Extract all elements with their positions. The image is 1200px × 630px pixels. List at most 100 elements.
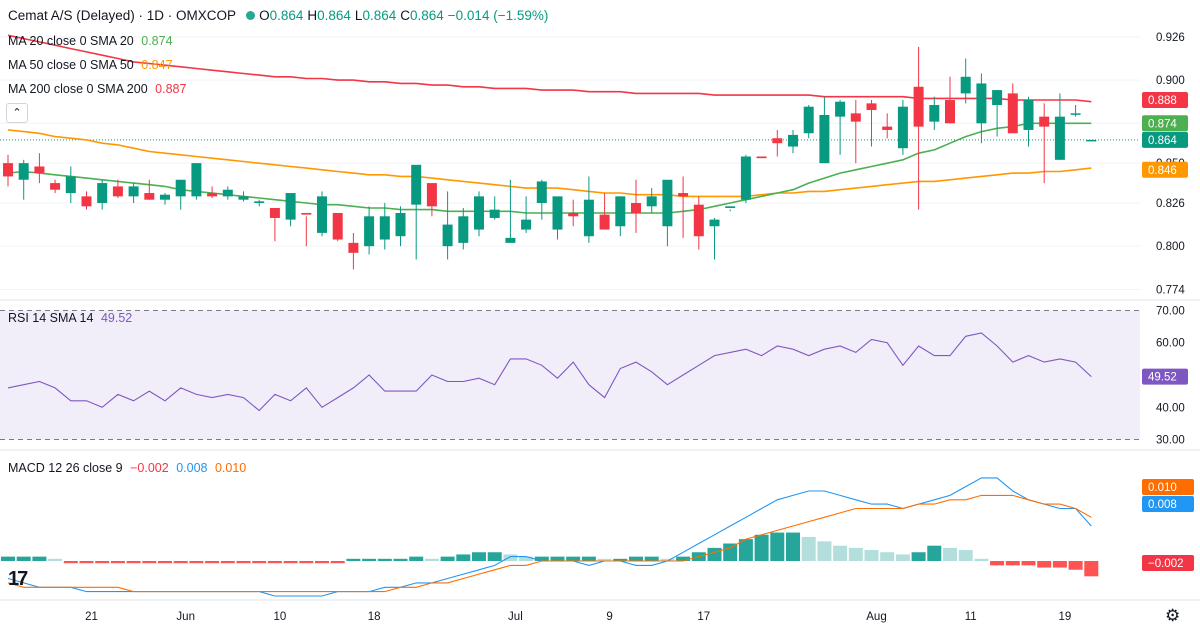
candle-body — [1007, 93, 1018, 134]
macd-histogram-bar — [236, 561, 251, 564]
candle-body — [945, 100, 955, 124]
macd-histogram-bar — [566, 556, 581, 561]
symbol-title[interactable]: Cemat A/S (Delayed) · 1D · OMXCOP — [8, 8, 237, 23]
macd-histogram-bar — [817, 541, 832, 561]
macd-label: MACD 12 26 close 9 — [8, 461, 123, 475]
ma20-label: MA 20 close 0 SMA 20 — [8, 34, 134, 48]
candle-body — [725, 206, 736, 208]
candle-body — [646, 196, 657, 207]
candle-body — [788, 134, 798, 147]
macd-histogram-bar — [472, 552, 486, 561]
candle-body — [709, 219, 720, 227]
rsi-axis-tick: 30.00 — [1156, 435, 1185, 447]
ma200-legend[interactable]: MA 200 close 0 SMA 200 0.887 — [8, 82, 190, 96]
candle-body — [222, 189, 233, 197]
macd-histogram-bar — [848, 547, 863, 561]
macd-value-box — [1142, 555, 1194, 571]
candle-body — [301, 212, 312, 215]
macd-legend[interactable]: MACD 12 26 close 9 −0.002 0.008 0.010 — [8, 461, 250, 475]
ma200-line — [7, 34, 1092, 103]
macd-histogram-bar — [63, 561, 78, 564]
candle-body — [207, 193, 218, 197]
candle-body — [521, 219, 532, 230]
macd-histogram-bar — [534, 556, 549, 561]
macd-value-box — [1142, 496, 1194, 512]
price-label: 0.888 — [1148, 95, 1177, 107]
macd-histogram-bar — [79, 561, 94, 564]
macd-histogram-bar — [676, 556, 691, 561]
macd-value-label: −0.002 — [1148, 558, 1184, 570]
gear-icon[interactable]: ⚙ — [1165, 606, 1181, 625]
rsi-value-label: 49.52 — [1148, 372, 1177, 384]
candle-body — [850, 113, 861, 122]
ma20-value: 0.874 — [141, 34, 173, 48]
macd-histogram-bar — [95, 561, 110, 564]
macd-histogram-bar — [519, 556, 534, 561]
macd-histogram-bar — [346, 558, 361, 561]
macd-histogram-bar — [158, 561, 172, 564]
macd-histogram-bar — [707, 547, 722, 561]
candle-body — [238, 196, 249, 200]
ohlc-o-label: O — [259, 8, 270, 23]
tradingview-logo-icon[interactable]: 17 — [8, 568, 28, 590]
candle-body — [631, 203, 641, 213]
ma50-legend[interactable]: MA 50 close 0 SMA 50 0.847 — [8, 58, 177, 72]
macd-histogram-bar — [943, 547, 957, 561]
macd-histogram-bar — [173, 561, 188, 564]
ma20-legend[interactable]: MA 20 close 0 SMA 20 0.874 — [8, 34, 177, 48]
candle-body — [1086, 139, 1097, 142]
macd-histogram-bar — [126, 561, 141, 564]
macd-histogram-bar — [267, 561, 282, 564]
rsi-label: RSI 14 SMA 14 — [8, 311, 94, 325]
price-label: 0.874 — [1148, 118, 1177, 130]
rsi-value: 49.52 — [100, 311, 133, 325]
macd-histogram-bar — [629, 556, 643, 561]
macd-histogram-bar — [581, 556, 596, 561]
ma200-label: MA 200 close 0 SMA 200 — [8, 82, 148, 96]
macd-histogram-bar — [424, 558, 439, 561]
price-label-box — [1142, 131, 1188, 148]
macd-hist-value: 0.010 — [214, 461, 247, 475]
macd-histogram-bar — [315, 561, 329, 564]
candle-body — [128, 186, 139, 197]
macd-signal-value: 0.008 — [176, 461, 208, 475]
candle-body — [442, 224, 453, 247]
candle-body — [866, 103, 877, 111]
time-axis-tick: Jul — [508, 611, 523, 623]
macd-histogram-bar — [550, 556, 565, 561]
macd-histogram-bar — [220, 561, 235, 564]
time-axis-tick: 11 — [965, 611, 977, 623]
price-label: 0.846 — [1148, 165, 1177, 177]
macd-histogram-bar — [330, 561, 345, 564]
candle-body — [144, 193, 155, 200]
macd-value-box — [1142, 479, 1194, 495]
macd-histogram-bar — [487, 552, 502, 561]
rsi-legend[interactable]: RSI 14 SMA 14 49.52 — [8, 311, 136, 325]
candle-body — [489, 209, 500, 218]
price-axis-tick: 0.900 — [1156, 75, 1185, 87]
ohlc-h-label: H — [307, 8, 318, 23]
candle-body — [819, 114, 830, 164]
candle-body — [175, 179, 186, 197]
time-axis-tick: Aug — [866, 611, 886, 623]
macd-histogram-bar — [864, 550, 879, 561]
price-label-box — [1142, 92, 1188, 109]
candle-body — [348, 242, 359, 253]
macd-histogram-bar — [32, 556, 47, 561]
candle-body — [803, 106, 814, 134]
candle-body — [18, 163, 29, 180]
macd-line — [7, 477, 1092, 597]
macd-histogram-bar — [377, 558, 392, 561]
macd-histogram-bar — [1005, 561, 1020, 566]
candle-body — [411, 164, 422, 205]
macd-histogram-bar — [393, 558, 408, 561]
price-axis-tick: 0.774 — [1156, 284, 1185, 296]
macd-histogram-bar — [299, 561, 314, 564]
macd-histogram-bar — [613, 558, 628, 561]
candle-body — [191, 163, 202, 197]
candle-body — [254, 201, 265, 204]
rsi-axis-tick: 40.00 — [1156, 402, 1185, 414]
candle-body — [112, 186, 123, 197]
collapse-legend-button[interactable]: ⌃ — [6, 103, 28, 123]
